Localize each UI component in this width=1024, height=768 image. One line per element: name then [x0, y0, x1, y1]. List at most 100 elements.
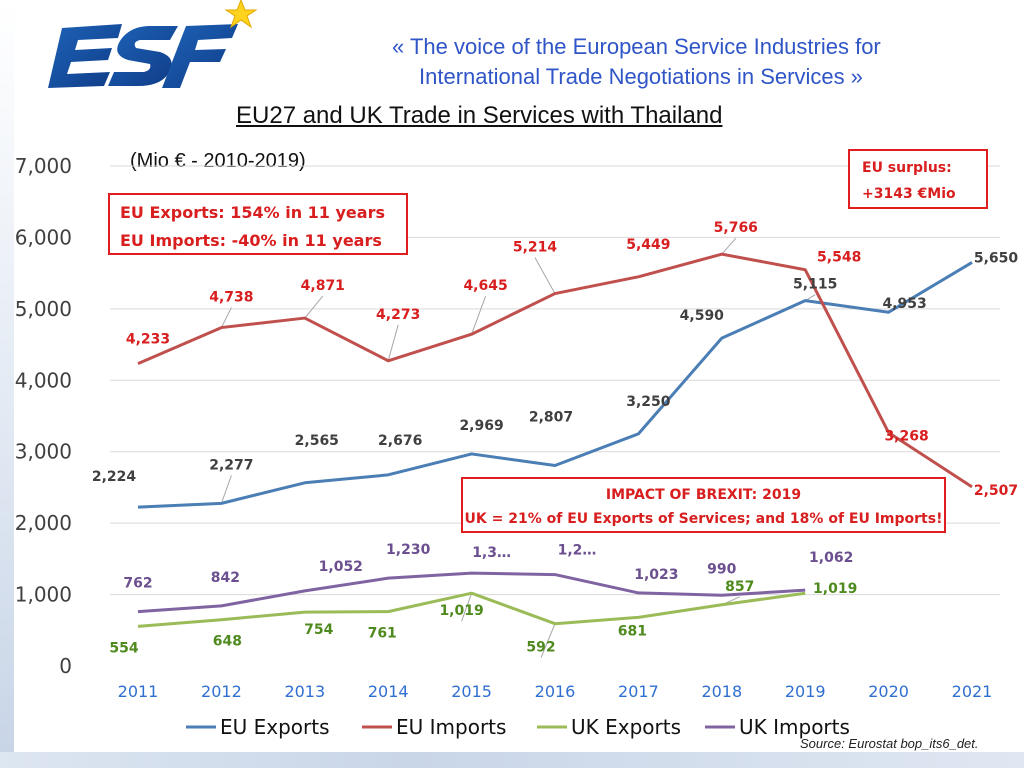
data-label: 761 — [368, 626, 397, 642]
data-label: 1,023 — [634, 567, 678, 583]
legend-entry: EU Imports — [396, 715, 506, 739]
source-note: Source: Eurostat bop_its6_det. — [800, 736, 979, 751]
x-tick-label: 2012 — [201, 682, 242, 701]
x-tick-label: 2020 — [868, 682, 909, 701]
data-label: 5,115 — [793, 277, 837, 293]
data-label: 5,650 — [974, 250, 1019, 266]
data-label: 4,273 — [376, 307, 420, 323]
growth-callout: EU Exports: 154% in 11 years EU Imports:… — [108, 193, 408, 255]
leader-line — [471, 296, 487, 335]
data-label: 1,062 — [809, 550, 853, 566]
series-line-eu-imports — [137, 252, 973, 489]
legend-entry: EU Exports — [220, 715, 330, 739]
esf-logo — [48, 0, 258, 88]
legend: EU Exports EU Imports UK Exports UK Imports — [186, 715, 850, 739]
data-label: 762 — [123, 576, 152, 592]
data-label: 857 — [725, 579, 754, 595]
data-label: 1,2… — [558, 543, 597, 559]
x-tick-label: 2018 — [701, 682, 742, 701]
y-tick-label: 0 — [59, 654, 72, 678]
x-tick-label: 2011 — [118, 682, 159, 701]
data-label: 1,3… — [472, 545, 511, 561]
tagline-line-1: « The voice of the European Service Indu… — [392, 34, 881, 59]
y-tick-label: 1,000 — [15, 583, 72, 607]
label-leader-lines — [220, 237, 816, 658]
y-tick-label: 3,000 — [15, 440, 72, 464]
data-label: 4,233 — [126, 332, 170, 348]
growth-callout-exports: EU Exports: 154% in 11 years — [120, 203, 385, 222]
data-label: 5,548 — [817, 250, 861, 266]
data-label: 842 — [211, 570, 240, 586]
leader-line — [387, 324, 399, 361]
series-line-uk-imports — [137, 571, 806, 614]
data-label: 681 — [618, 623, 647, 639]
series-line-uk-exports — [137, 591, 806, 628]
data-label: 1,230 — [386, 542, 431, 558]
data-label: 1,019 — [813, 581, 857, 597]
data-label: 1,052 — [319, 559, 363, 575]
x-tick-label: 2017 — [618, 682, 659, 701]
legend-entry: UK Exports — [571, 715, 681, 739]
surplus-callout: EU surplus: +3143 €Mio — [848, 149, 988, 209]
x-tick-label: 2015 — [451, 682, 492, 701]
data-label: 554 — [109, 640, 138, 656]
brexit-callout-heading: IMPACT OF BREXIT: 2019 — [605, 487, 802, 503]
background-accent-left — [0, 0, 14, 768]
data-label: 990 — [707, 561, 736, 577]
surplus-callout-value: +3143 €Mio — [862, 186, 956, 202]
data-label: 2,277 — [209, 457, 253, 473]
data-label: 2,969 — [459, 418, 503, 434]
series-line-eu-exports — [137, 261, 973, 509]
data-label: 754 — [304, 622, 333, 638]
y-axis-ticks: 0 1,000 2,000 3,000 4,000 5,000 6,000 7,000 — [15, 154, 72, 678]
data-label: 5,449 — [626, 237, 670, 253]
series-lines — [137, 252, 973, 628]
data-label: 4,590 — [680, 308, 725, 324]
data-label: 4,645 — [463, 278, 507, 294]
tagline: « The voice of the European Service Indu… — [392, 32, 992, 92]
growth-callout-imports: EU Imports: -40% in 11 years — [120, 231, 382, 250]
data-label: 2,565 — [295, 433, 339, 449]
leader-line — [540, 623, 556, 658]
legend-entry: UK Imports — [739, 715, 850, 739]
background-accent-bottom — [0, 752, 1024, 768]
brexit-callout: IMPACT OF BREXIT: 2019 UK = 21% of EU Ex… — [461, 477, 946, 533]
brexit-callout-detail: UK = 21% of EU Exports of Services; and … — [464, 511, 943, 527]
data-label: 4,953 — [882, 296, 926, 312]
leader-line — [534, 257, 556, 294]
star-icon — [224, 0, 258, 29]
x-tick-label: 2016 — [535, 682, 576, 701]
chart-title: EU27 and UK Trade in Services with Thail… — [236, 102, 723, 129]
x-tick-label: 2021 — [952, 682, 993, 701]
y-tick-label: 2,000 — [15, 511, 72, 535]
data-label: 648 — [213, 634, 242, 650]
y-tick-label: 5,000 — [15, 297, 72, 321]
x-tick-label: 2019 — [785, 682, 826, 701]
surplus-callout-label: EU surplus: — [862, 160, 952, 176]
y-tick-label: 6,000 — [15, 225, 72, 249]
data-label: 1,019 — [439, 603, 483, 619]
y-tick-label: 7,000 — [15, 154, 72, 178]
data-label: 592 — [526, 640, 555, 656]
y-tick-label: 4,000 — [15, 368, 72, 392]
data-label: 5,214 — [513, 240, 558, 256]
leader-line — [461, 593, 473, 622]
data-labels: 2,224 2,277 2,565 2,676 2,969 2,807 3,250 4,590… — [92, 220, 1019, 656]
x-tick-label: 2014 — [368, 682, 409, 701]
data-label: 5,766 — [714, 220, 758, 236]
leader-line — [721, 237, 737, 255]
leader-line — [304, 295, 324, 319]
leader-line — [220, 307, 232, 328]
data-label: 3,250 — [626, 394, 671, 410]
data-label: 2,807 — [529, 410, 573, 426]
tagline-line-2: International Trade Negotiations in Serv… — [419, 64, 863, 89]
data-label: 3,268 — [884, 429, 928, 445]
data-label: 2,676 — [378, 433, 422, 449]
data-label: 4,871 — [301, 278, 345, 294]
leader-line — [220, 475, 232, 504]
x-axis-ticks: 2011 2012 2013 2014 2015 2016 2017 2018 2019 2020… — [118, 682, 993, 701]
data-label: 2,224 — [92, 469, 137, 485]
logo-wordmark — [48, 24, 238, 88]
